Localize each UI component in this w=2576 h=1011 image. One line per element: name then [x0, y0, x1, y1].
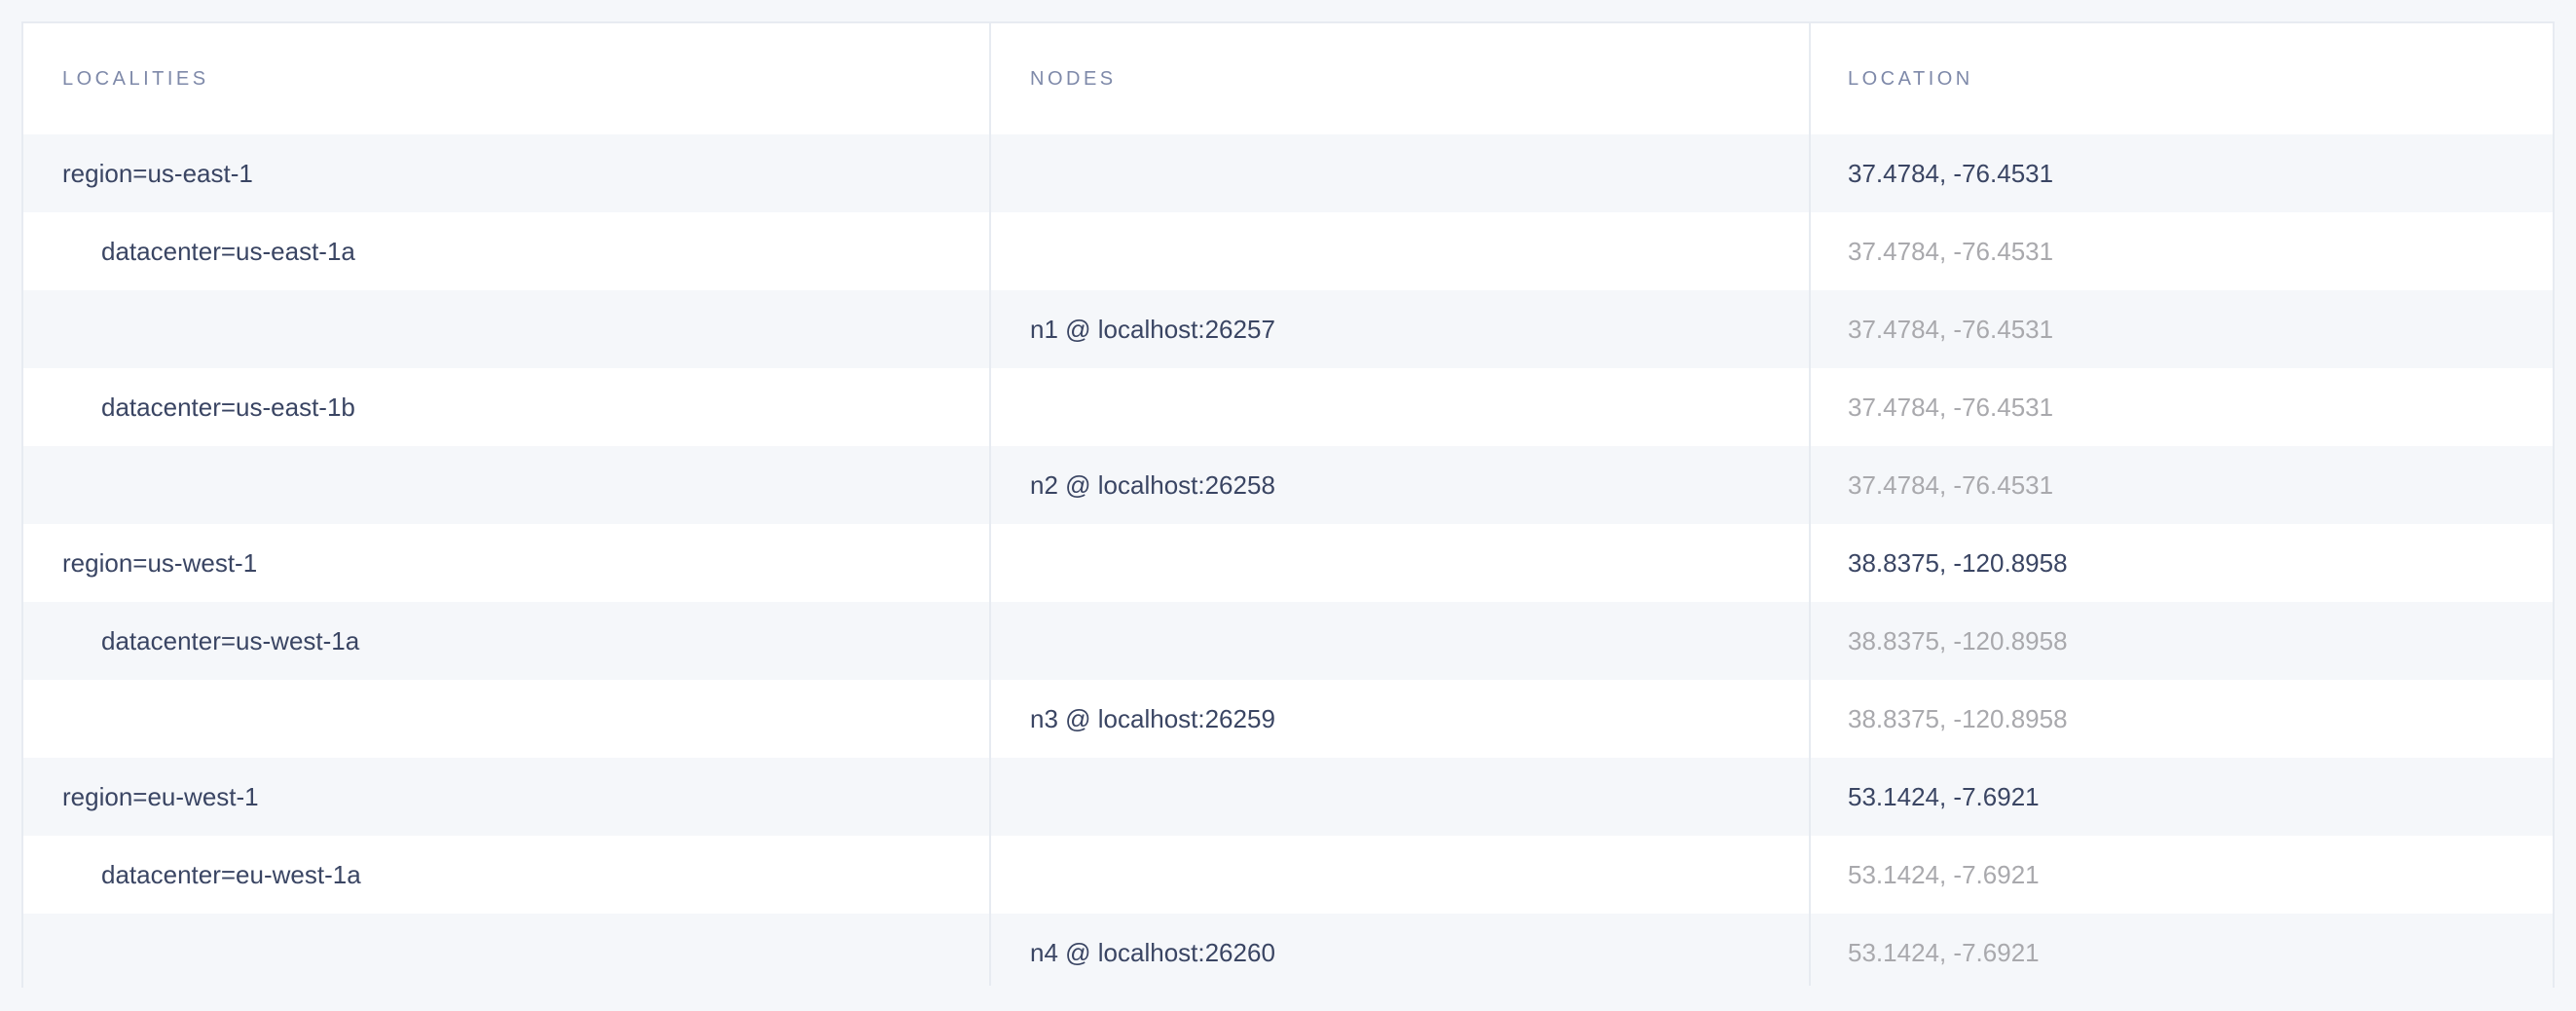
- column-divider: [1809, 23, 1811, 986]
- table-row: n3 @ localhost:26259 38.8375, -120.8958: [23, 680, 2553, 758]
- table-row: n4 @ localhost:26260 53.1424, -7.6921: [23, 914, 2553, 992]
- locality-cell: region=us-east-1: [62, 159, 253, 188]
- table-row: datacenter=us-east-1b 37.4784, -76.4531: [23, 368, 2553, 446]
- table-row: n1 @ localhost:26257 37.4784, -76.4531: [23, 290, 2553, 368]
- header-localities: LOCALITIES: [62, 68, 209, 90]
- table-row: region=us-east-1 37.4784, -76.4531: [23, 134, 2553, 212]
- table-row: n2 @ localhost:26258 37.4784, -76.4531: [23, 446, 2553, 524]
- locality-cell: region=eu-west-1: [62, 782, 259, 811]
- node-cell: n2 @ localhost:26258: [1030, 470, 1275, 500]
- table-body: region=us-east-1 37.4784, -76.4531 datacen…: [23, 134, 2553, 992]
- location-cell: 53.1424, -7.6921: [1848, 782, 2040, 811]
- node-cell: n1 @ localhost:26257: [1030, 315, 1275, 344]
- locality-cell: datacenter=us-east-1a: [101, 237, 355, 266]
- location-cell: 53.1424, -7.6921: [1848, 938, 2040, 967]
- location-cell: 53.1424, -7.6921: [1848, 860, 2040, 889]
- location-cell: 38.8375, -120.8958: [1848, 704, 2068, 733]
- locality-cell: datacenter=us-west-1a: [101, 626, 360, 655]
- table-row: datacenter=eu-west-1a 53.1424, -7.6921: [23, 836, 2553, 914]
- node-cell: n4 @ localhost:26260: [1030, 938, 1275, 967]
- table-row: datacenter=us-west-1a 38.8375, -120.8958: [23, 602, 2553, 680]
- localities-table: LOCALITIES NODES LOCATION region=us-east…: [21, 21, 2555, 992]
- locality-cell: datacenter=eu-west-1a: [101, 860, 361, 889]
- table-row: region=eu-west-1 53.1424, -7.6921: [23, 758, 2553, 836]
- table-header: LOCALITIES NODES LOCATION: [23, 23, 2553, 134]
- location-cell: 37.4784, -76.4531: [1848, 315, 2054, 344]
- table-row: region=us-west-1 38.8375, -120.8958: [23, 524, 2553, 602]
- location-cell: 37.4784, -76.4531: [1848, 159, 2054, 188]
- header-location: LOCATION: [1848, 68, 1973, 90]
- location-cell: 37.4784, -76.4531: [1848, 237, 2054, 266]
- header-nodes: NODES: [1030, 68, 1117, 90]
- locality-cell: datacenter=us-east-1b: [101, 393, 355, 422]
- location-cell: 37.4784, -76.4531: [1848, 393, 2054, 422]
- node-cell: n3 @ localhost:26259: [1030, 704, 1275, 733]
- location-cell: 38.8375, -120.8958: [1848, 548, 2068, 578]
- locality-cell: region=us-west-1: [62, 548, 258, 578]
- location-cell: 37.4784, -76.4531: [1848, 470, 2054, 500]
- table-row: datacenter=us-east-1a 37.4784, -76.4531: [23, 212, 2553, 290]
- column-divider: [989, 23, 991, 986]
- location-cell: 38.8375, -120.8958: [1848, 626, 2068, 655]
